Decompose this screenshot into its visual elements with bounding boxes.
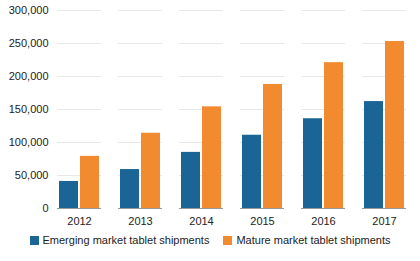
svg-text:2017: 2017: [372, 215, 396, 227]
svg-text:50,000: 50,000: [15, 169, 49, 181]
svg-text:2015: 2015: [250, 215, 274, 227]
svg-text:0: 0: [42, 202, 48, 214]
svg-text:100,000: 100,000: [9, 136, 49, 148]
svg-text:2014: 2014: [189, 215, 213, 227]
svg-text:200,000: 200,000: [9, 70, 49, 82]
html-text:Emerging market tablet shipmen: Emerging market tablet shipments: [42, 234, 210, 246]
svg-text:2016: 2016: [311, 215, 335, 227]
svg-text:300,000: 300,000: [9, 4, 49, 16]
svg-text:2012: 2012: [67, 215, 91, 227]
html-text:Mature market tablet shipments: Mature market tablet shipments: [236, 234, 391, 246]
svg-text:250,000: 250,000: [9, 37, 49, 49]
svg-text:2013: 2013: [128, 215, 152, 227]
svg-text:150,000: 150,000: [9, 103, 49, 115]
